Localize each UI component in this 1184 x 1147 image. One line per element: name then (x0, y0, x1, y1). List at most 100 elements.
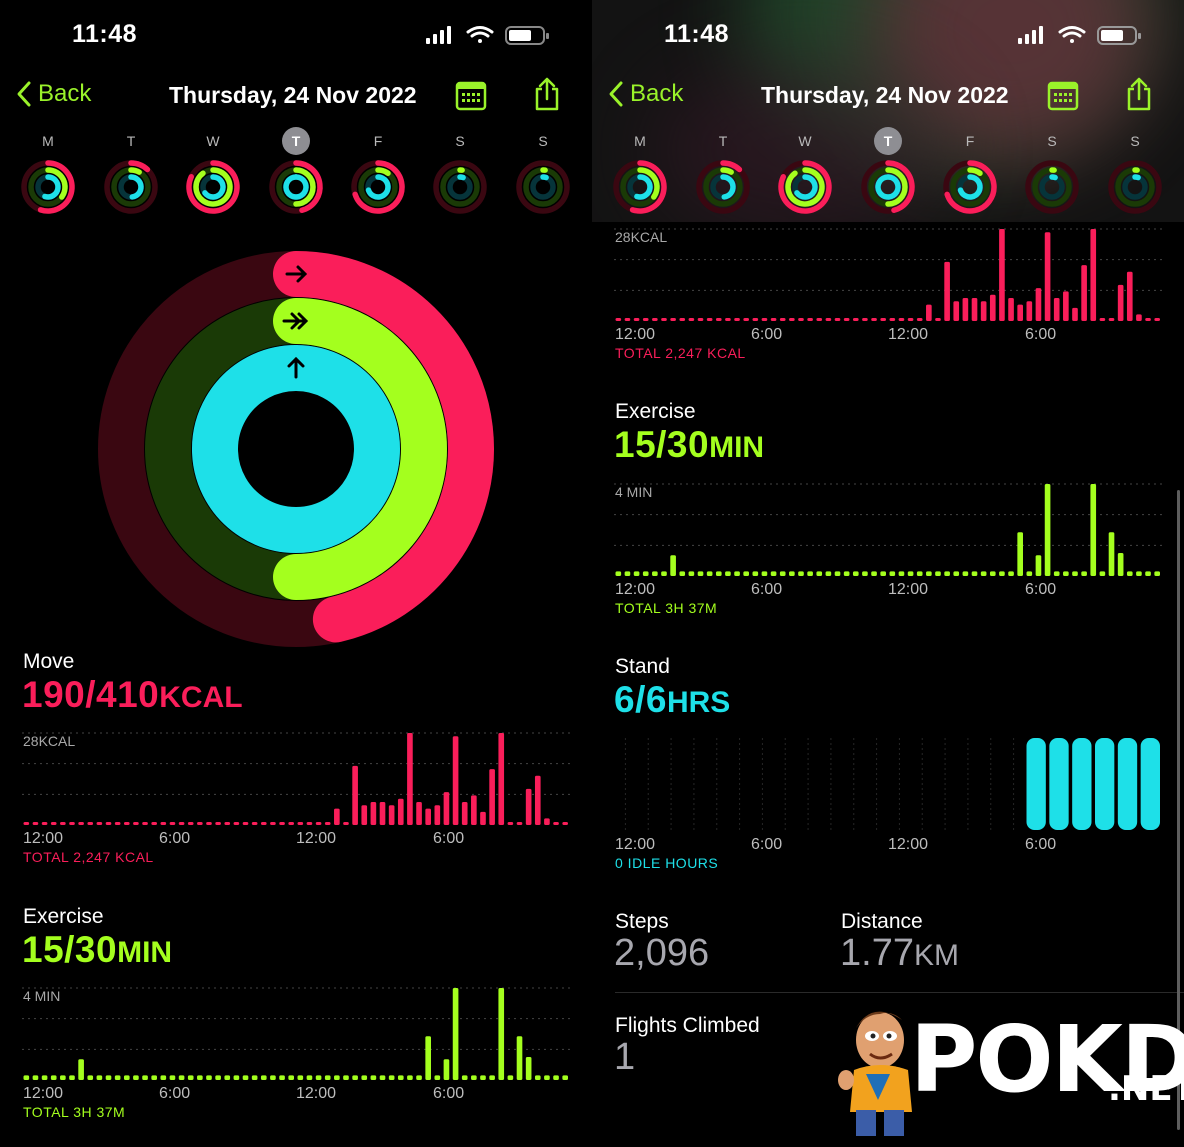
move-bar (1108, 318, 1115, 321)
r-exercise-unit: MIN (709, 431, 765, 464)
day-rings-5[interactable] (432, 159, 488, 220)
r-move-tick-0: 12:00 (615, 326, 656, 343)
exercise-bar (452, 988, 459, 1080)
move-bar (562, 822, 568, 825)
day-rings-5[interactable] (1024, 159, 1080, 220)
move-tick-0: 12:00 (23, 830, 64, 847)
stand-tick-2: 12:00 (888, 836, 929, 853)
stand-ring-progress (202, 174, 226, 200)
day-rings-6[interactable] (515, 159, 571, 220)
exercise-bar (142, 1075, 148, 1080)
r-move-tick-1: 6:00 (751, 326, 783, 343)
move-bar (114, 822, 121, 825)
stand-bar (1072, 738, 1092, 830)
battery-icon (505, 26, 549, 45)
exercise-bar (871, 571, 877, 576)
move-bar (642, 318, 649, 321)
r-calendar-button[interactable] (1047, 81, 1079, 116)
back-label: Back (38, 80, 92, 107)
exercise-bar (361, 1075, 368, 1080)
r-page-title: Thursday, 24 Nov 2022 (761, 82, 1009, 108)
move-bar (743, 318, 749, 321)
move-bar (688, 318, 695, 321)
day-rings-3[interactable] (860, 159, 916, 220)
exercise-bar (1026, 571, 1033, 576)
r-back-button[interactable]: Back (608, 80, 683, 108)
day-rings-2[interactable] (185, 159, 241, 220)
exercise-bar (270, 1075, 276, 1080)
move-bar (871, 318, 877, 321)
exercise-bar (1099, 571, 1106, 576)
move-bar (297, 822, 304, 825)
weekday-label-6: S (538, 133, 548, 149)
move-bar (1090, 229, 1097, 321)
move-bar (507, 822, 514, 825)
day-rings-0[interactable] (612, 159, 668, 220)
move-bar (1136, 314, 1142, 321)
move-bar (32, 822, 39, 825)
stand-tick-3: 6:00 (1025, 836, 1057, 853)
calendar-button[interactable] (455, 81, 487, 116)
exercise-bar (178, 1075, 185, 1080)
stand-bar (1117, 738, 1138, 830)
exercise-bar (87, 1075, 94, 1080)
day-rings-2[interactable] (777, 159, 833, 220)
stand-tick-0: 12:00 (615, 836, 656, 853)
exercise-bar (652, 571, 658, 576)
share-button[interactable] (533, 76, 561, 117)
move-bar (789, 318, 795, 321)
exercise-bar (789, 571, 795, 576)
move-bar (416, 802, 422, 825)
move-bar (553, 822, 559, 825)
move-bar (324, 822, 331, 825)
exercise-bar (816, 571, 823, 576)
exercise-label: Exercise (23, 905, 104, 928)
day-rings-graphic (351, 160, 405, 214)
stand-ring-track (530, 174, 556, 200)
stand-ring-progress (875, 174, 901, 200)
stand-bar (1095, 738, 1115, 830)
activity-rings[interactable] (95, 248, 497, 655)
day-rings-3[interactable] (268, 159, 324, 220)
day-rings-4[interactable] (350, 159, 406, 220)
exercise-bar (1053, 571, 1060, 576)
exercise-bar (41, 1075, 48, 1080)
watermark-suffix: .NET (1108, 1069, 1184, 1109)
day-rings-1[interactable] (103, 159, 159, 220)
exercise-bar (443, 1059, 450, 1080)
exercise-chart-max: 4 MIN (23, 988, 61, 1004)
move-bar (525, 788, 532, 825)
weekday-label-6: S (1130, 133, 1140, 149)
move-bar (661, 318, 667, 321)
exercise-unit: MIN (117, 936, 173, 969)
scrollbar[interactable] (1177, 490, 1180, 1130)
back-button[interactable]: Back (16, 80, 91, 108)
move-bar (734, 318, 740, 321)
r-exercise-value-row: 15/30MIN (614, 424, 764, 466)
day-rings-4[interactable] (942, 159, 998, 220)
move-bar (989, 294, 996, 321)
move-bar (862, 318, 868, 321)
signal-icon (426, 26, 451, 44)
exercise-bar (562, 1075, 568, 1080)
exercise-bar (206, 1075, 212, 1080)
move-bar (697, 318, 704, 321)
exercise-bar (633, 571, 640, 576)
exercise-bar (96, 1075, 103, 1080)
exercise-bar (642, 571, 649, 576)
stand-bar (1026, 738, 1046, 830)
day-rings-1[interactable] (695, 159, 751, 220)
move-ring-progress (293, 160, 323, 213)
stand-value: 6/6 (614, 679, 667, 720)
exercise-bar (880, 571, 886, 576)
exercise-arrow-icon (282, 312, 309, 330)
r-share-button[interactable] (1125, 76, 1153, 117)
move-bar (652, 318, 658, 321)
r-exercise-total: TOTAL 3H 37M (615, 600, 718, 616)
stand-ring-progress (634, 174, 653, 200)
day-rings-0[interactable] (20, 159, 76, 220)
exercise-bar (315, 1075, 322, 1080)
move-chart (22, 732, 570, 825)
move-bar (935, 318, 941, 321)
day-rings-6[interactable] (1107, 159, 1163, 220)
